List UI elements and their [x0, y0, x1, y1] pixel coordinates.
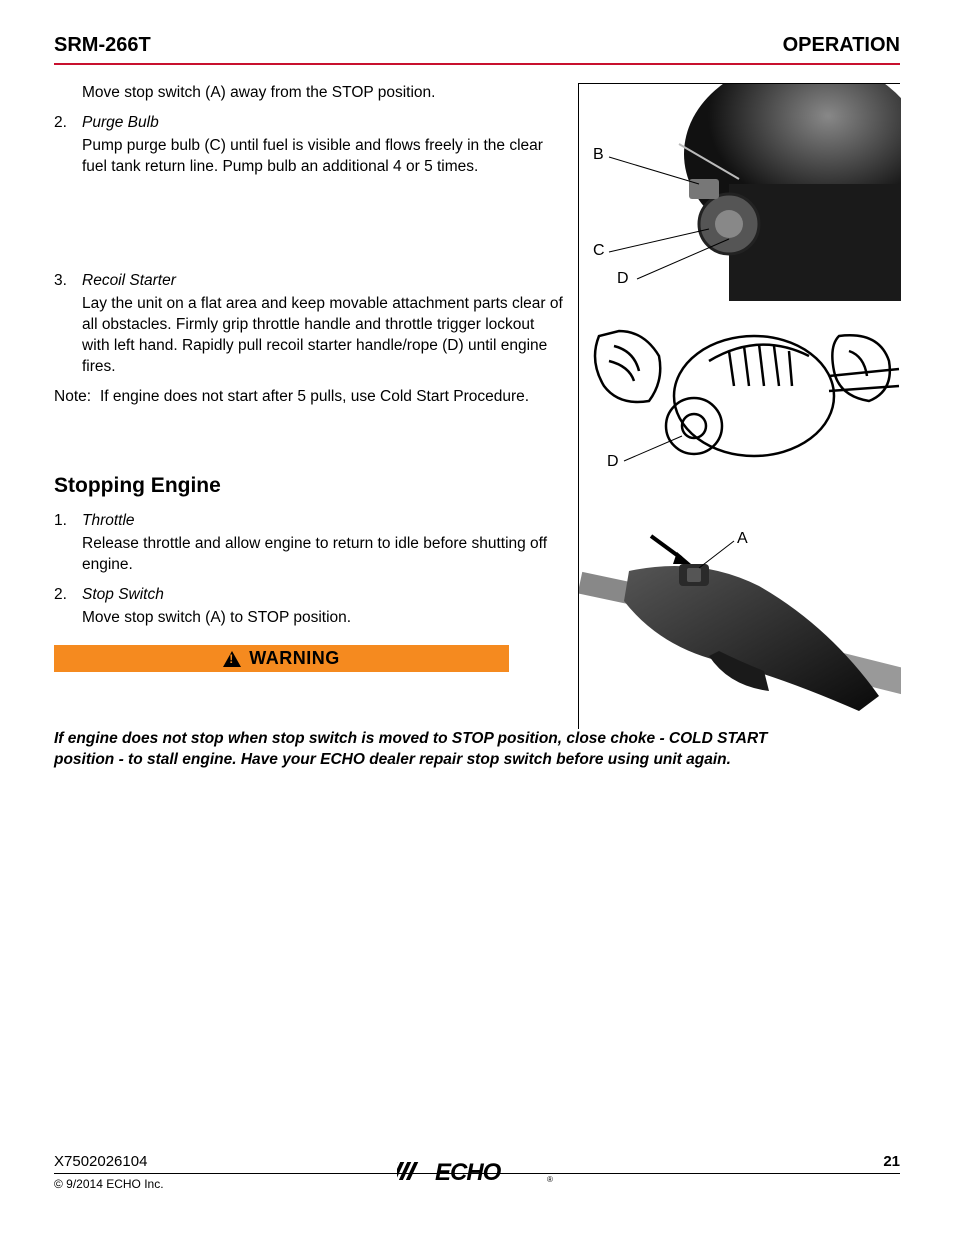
section-title: OPERATION	[783, 34, 900, 57]
svg-text:ECHO: ECHO	[435, 1159, 502, 1186]
recoil-illustration	[579, 301, 901, 486]
figure-throttle-handle: A	[578, 486, 900, 729]
page-number: 21	[883, 1153, 900, 1170]
model-number: SRM-266T	[54, 34, 151, 57]
page-footer: X7502026104 21 © 9/2014 ECHO Inc. ECHO ®	[54, 1153, 900, 1191]
throttle-illustration	[579, 486, 901, 729]
warning-text: If engine does not stop when stop switch…	[54, 729, 794, 771]
figure-recoil-starter: D	[578, 301, 900, 486]
note-body: If engine does not start after 5 pulls, …	[100, 387, 529, 408]
document-number: X7502026104	[54, 1153, 147, 1170]
stopping-engine-heading: Stopping Engine	[54, 474, 564, 498]
step-number: 3.	[54, 272, 82, 290]
warning-banner: WARNING	[54, 645, 509, 672]
warning-label: WARNING	[249, 648, 340, 669]
step-3-heading: 3. Recoil Starter	[54, 272, 564, 290]
stop-step-2-heading: 2. Stop Switch	[54, 586, 564, 604]
echo-logo: ECHO ®	[397, 1154, 557, 1193]
step-number: 2.	[54, 114, 82, 132]
step-title: Recoil Starter	[82, 272, 176, 290]
stop-step-1-heading: 1. Throttle	[54, 512, 564, 530]
callout-b: B	[593, 146, 604, 164]
callout-c: C	[593, 242, 605, 260]
page-header: SRM-266T OPERATION	[54, 34, 900, 65]
step-3-body: Lay the unit on a flat area and keep mov…	[82, 294, 564, 378]
svg-text:®: ®	[547, 1175, 553, 1184]
step-number: 2.	[54, 586, 82, 604]
callout-d: D	[607, 453, 619, 471]
figure-column: B C D	[578, 83, 900, 729]
step-number: 1.	[54, 512, 82, 530]
intro-text: Move stop switch (A) away from the STOP …	[82, 83, 564, 104]
note: Note: If engine does not start after 5 p…	[54, 387, 564, 408]
step-title: Purge Bulb	[82, 114, 159, 132]
note-label: Note:	[54, 387, 100, 408]
callout-d: D	[617, 270, 629, 288]
warning-triangle-icon	[223, 651, 241, 667]
callout-a: A	[737, 530, 748, 548]
text-column: Move stop switch (A) away from the STOP …	[54, 83, 564, 729]
figure-engine-closeup: B C D	[578, 83, 900, 301]
stop-step-1-body: Release throttle and allow engine to ret…	[82, 534, 564, 576]
step-2-body: Pump purge bulb (C) until fuel is visibl…	[82, 136, 564, 178]
step-title: Throttle	[82, 512, 135, 530]
step-title: Stop Switch	[82, 586, 164, 604]
step-2-heading: 2. Purge Bulb	[54, 114, 564, 132]
stop-step-2-body: Move stop switch (A) to STOP position.	[82, 608, 564, 629]
